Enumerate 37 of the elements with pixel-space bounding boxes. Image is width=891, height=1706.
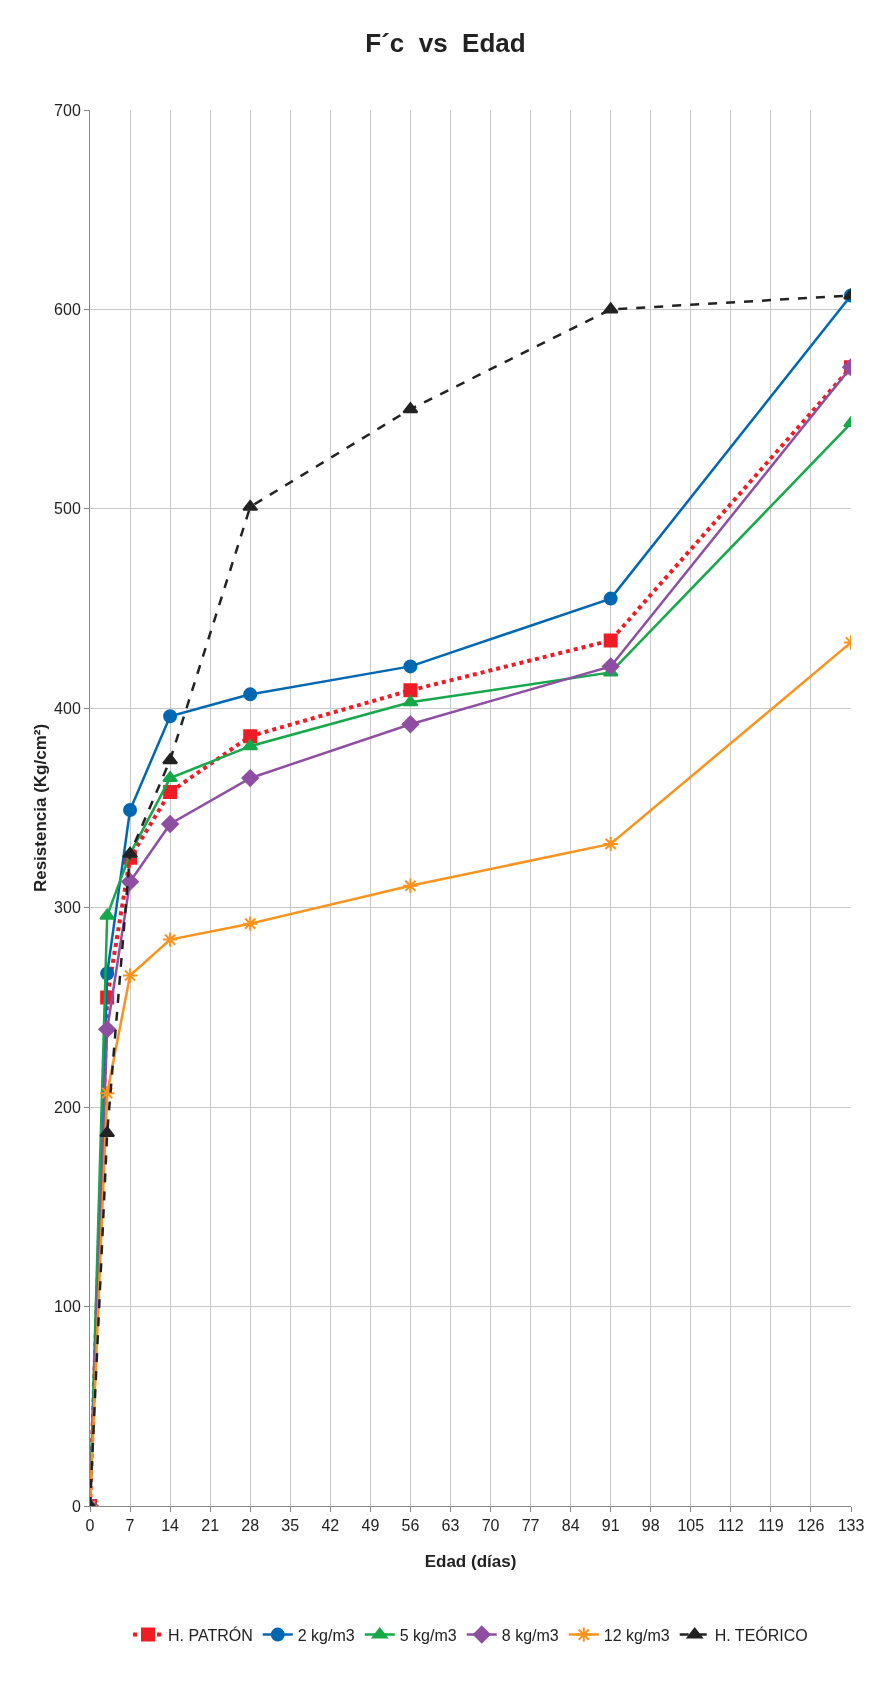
x-tick-label: 70 [481,1517,500,1535]
y-tick-label: 0 [71,1497,81,1515]
x-tick-label: 63 [441,1517,460,1535]
y-tick-label: 500 [54,500,81,518]
x-tick-label: 119 [758,1517,784,1535]
y-tick-label: 700 [54,101,81,119]
x-tick-label: 28 [241,1517,260,1535]
x-tick-label: 7 [125,1517,135,1535]
x-tick-label: 105 [677,1517,705,1535]
y-tick-label: 100 [54,1298,81,1316]
x-tick-label: 42 [321,1517,340,1535]
x-tick-label: 35 [281,1517,300,1535]
y-tick-label: 600 [54,301,81,319]
x-tick-label: 126 [797,1517,825,1535]
x-tick-label: 98 [641,1517,660,1535]
chart-title: F´c vs Edad [365,28,526,59]
legend-label: 5 kg/m3 [399,1626,457,1644]
y-tick-label: 300 [54,899,81,917]
y-axis-title: Resistencia (Kg/cm²) [31,723,50,893]
x-tick-label: 77 [521,1517,540,1535]
y-tick-label: 200 [54,1098,81,1116]
x-tick-label: 91 [601,1517,620,1535]
legend-label: 2 kg/m3 [297,1626,355,1644]
legend-label: 12 kg/m3 [603,1626,670,1644]
legend-label: H. PATRÓN [168,1625,253,1644]
x-tick-label: 56 [401,1517,420,1535]
x-tick-label: 14 [161,1517,180,1535]
legend-label: 8 kg/m3 [501,1626,559,1644]
legend-label: H. TEÓRICO [714,1625,808,1644]
x-tick-label: 21 [201,1517,220,1535]
x-tick-label: 84 [561,1517,580,1535]
x-tick-label: 133 [837,1517,865,1535]
y-tick-label: 400 [54,699,81,717]
x-tick-label: 49 [361,1517,380,1535]
x-axis-title: Edad (días) [424,1552,517,1571]
x-tick-label: 0 [85,1517,95,1535]
x-tick-label: 112 [718,1517,744,1535]
